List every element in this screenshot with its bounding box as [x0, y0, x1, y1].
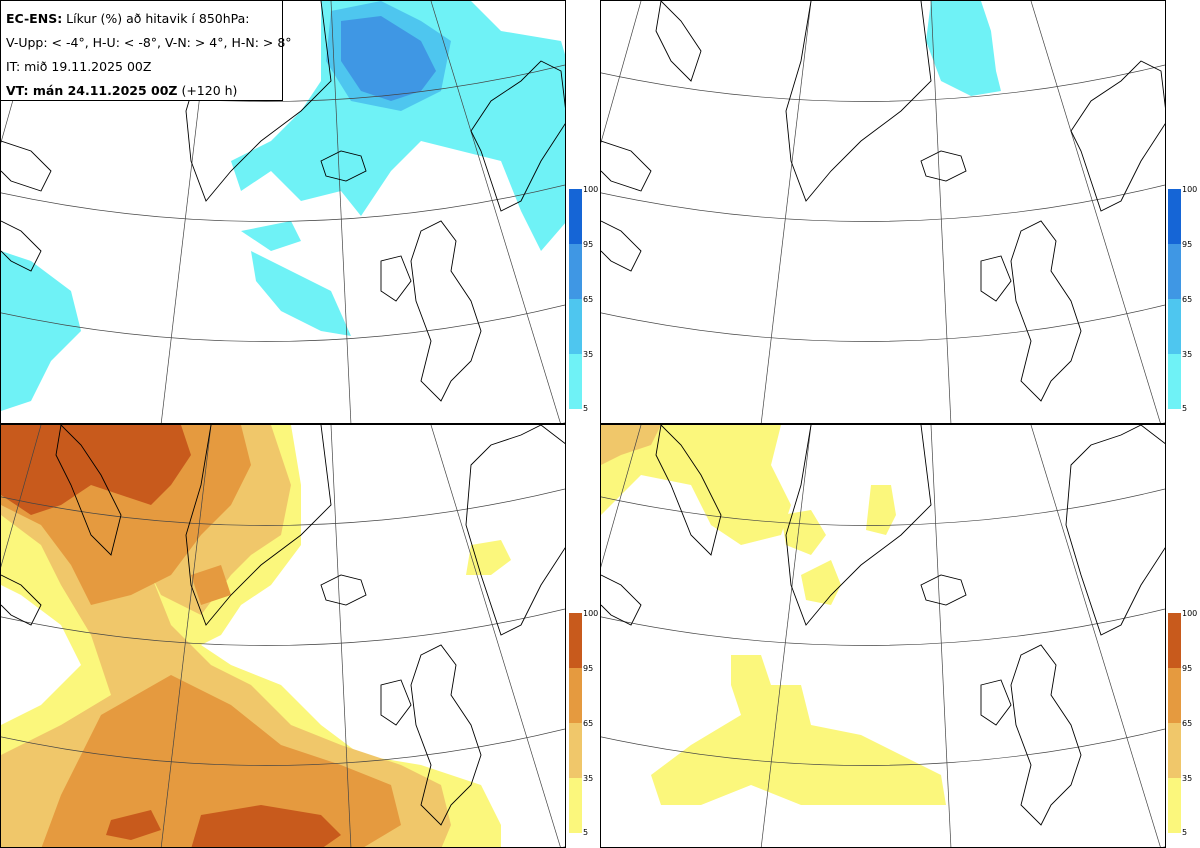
- map-panel-warm-plus8: [600, 424, 1166, 848]
- colorbar-warm-1: 100 95 65 35 5: [569, 609, 603, 837]
- colorbar-warm-2: 100 95 65 35 5: [1168, 609, 1200, 837]
- info-title-bold: EC-ENS:: [6, 11, 63, 26]
- colorbar-tick: 65: [1182, 295, 1192, 304]
- probability-shading-warm-plus8-low: [601, 425, 946, 805]
- colorbar-tick: 65: [583, 719, 593, 728]
- map-canvas-cold-minus4: [1, 1, 565, 423]
- colorbar-cold-2: 100 95 65 35 5: [1168, 185, 1200, 413]
- info-title-rest: Líkur (%) að hitavik í 850hPa:: [62, 11, 250, 26]
- colorbar-tick: 95: [1182, 240, 1192, 249]
- graticule: [601, 425, 1165, 847]
- colorbar-tick: 5: [583, 828, 588, 837]
- colorbar-tick: 100: [1182, 185, 1197, 194]
- map-canvas-warm-plus8: [601, 425, 1165, 847]
- info-valid-time-rest: (+120 h): [177, 83, 238, 98]
- graticule: [601, 1, 1165, 423]
- colorbar-tick: 95: [583, 664, 593, 673]
- colorbar-tick: 35: [583, 774, 593, 783]
- map-panel-cold-minus8: [600, 0, 1166, 424]
- map-panel-cold-minus4: EC-ENS: Líkur (%) að hitavik í 850hPa: V…: [0, 0, 566, 424]
- info-init-time: IT: mið 19.11.2025 00Z: [6, 59, 152, 74]
- probability-shading-cold-minus4-high: [341, 16, 436, 101]
- colorbar-tick: 5: [1182, 828, 1187, 837]
- probability-shading-cold-minus4: [1, 1, 565, 411]
- map-canvas-warm-plus4: [1, 425, 565, 847]
- colorbar-tick: 100: [583, 185, 598, 194]
- colorbar-tick: 35: [1182, 350, 1192, 359]
- colorbar-tick: 65: [583, 295, 593, 304]
- info-legend-line: V-Upp: < -4°, H-U: < -8°, V-N: > 4°, H-N…: [6, 35, 292, 50]
- probability-shading-warm-plus4-peak: [1, 425, 341, 847]
- chart-info-box: EC-ENS: Líkur (%) að hitavik í 850hPa: V…: [1, 1, 292, 101]
- probability-shading-cold-minus8: [926, 1, 1001, 96]
- colorbar-tick: 95: [1182, 664, 1192, 673]
- colorbar-tick: 5: [1182, 404, 1187, 413]
- coastlines: [1, 425, 565, 826]
- colorbar-cold-1: 100 95 65 35 5: [569, 185, 603, 413]
- colorbar-tick: 5: [583, 404, 588, 413]
- coastlines: [601, 1, 1165, 402]
- map-panel-warm-plus4: [0, 424, 566, 848]
- coastlines: [601, 425, 1165, 826]
- probability-shading-warm-plus8-mid: [601, 425, 661, 465]
- colorbar-tick: 100: [1182, 609, 1197, 618]
- info-valid-time-bold: VT: mán 24.11.2025 00Z: [6, 83, 178, 98]
- colorbar-tick: 65: [1182, 719, 1192, 728]
- map-canvas-cold-minus8: [601, 1, 1165, 423]
- colorbar-tick: 100: [583, 609, 598, 618]
- colorbar-tick: 95: [583, 240, 593, 249]
- graticule: [1, 425, 565, 847]
- colorbar-tick: 35: [583, 350, 593, 359]
- colorbar-tick: 35: [1182, 774, 1192, 783]
